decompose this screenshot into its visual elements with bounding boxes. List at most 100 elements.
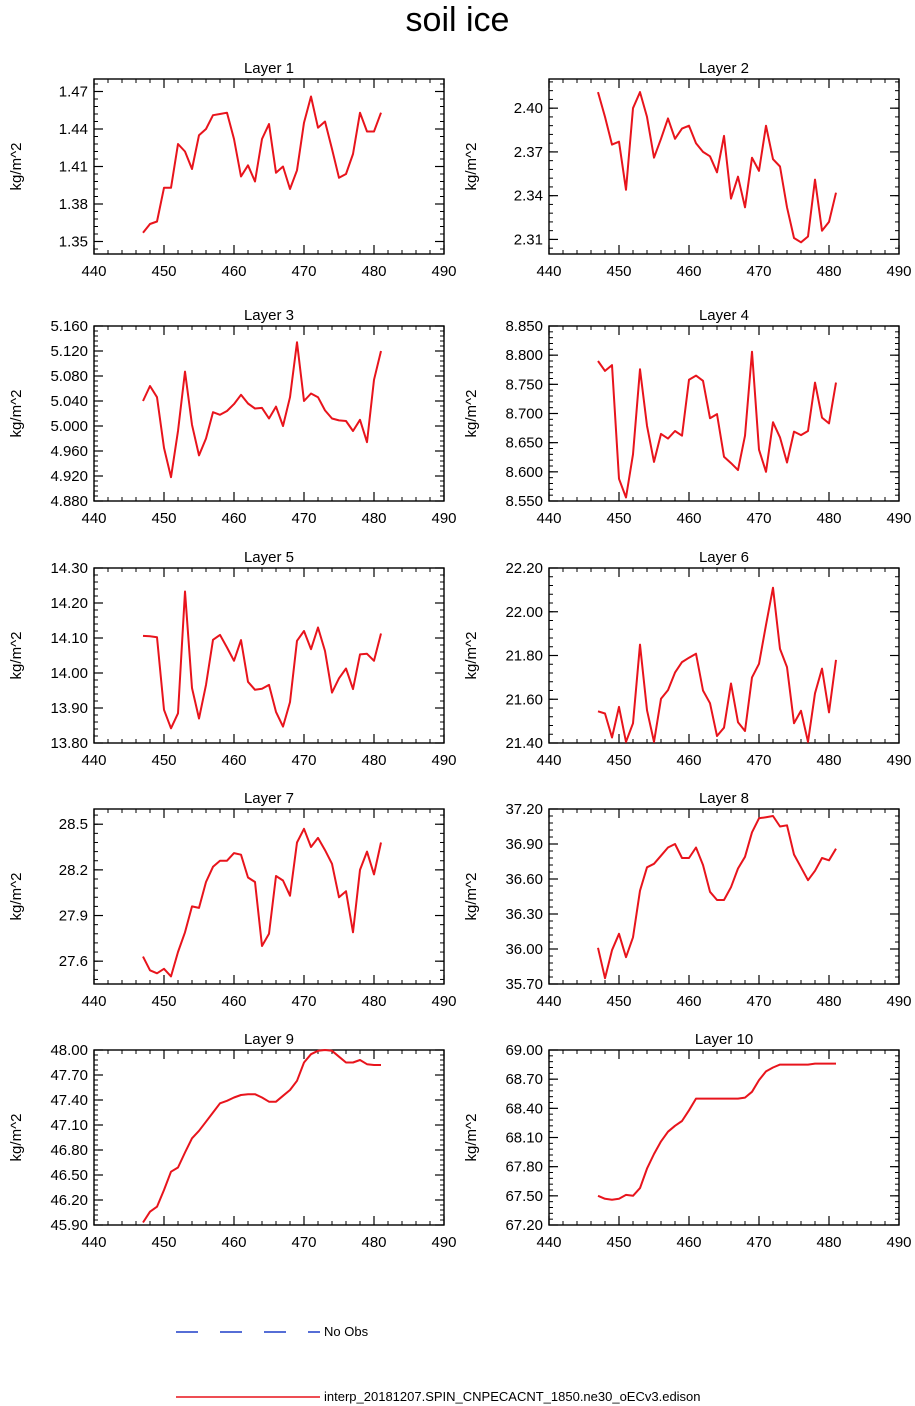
y-tick-label: 46.50 (50, 1167, 88, 1184)
x-tick-label: 470 (746, 993, 771, 1010)
legend-label-no-obs: No Obs (324, 1324, 369, 1339)
x-tick-label: 460 (676, 993, 701, 1010)
x-tick-label: 470 (291, 993, 316, 1010)
y-tick-label: 21.40 (505, 735, 543, 752)
x-tick-label: 450 (606, 263, 631, 280)
x-tick-label: 440 (81, 993, 106, 1010)
plot-frame (93, 567, 445, 744)
y-tick-label: 48.00 (50, 1042, 88, 1059)
y-tick-label: 27.9 (59, 908, 88, 925)
x-tick-label: 480 (816, 263, 841, 280)
x-tick-label: 480 (816, 993, 841, 1010)
panel-layer-4: 440 450 460 470 480 490 8.550 8.600 8.650 8.700 8.… (463, 307, 912, 527)
series-line (597, 350, 837, 499)
x-tick-label: 480 (361, 510, 386, 527)
panel-layer-1: 440 450 460 470 480 490 1.35 1.38 1.41 1.44 1.47 La… (8, 60, 457, 280)
x-tick-label: 450 (606, 510, 631, 527)
x-tick-label: 460 (676, 263, 701, 280)
x-tick-label: 490 (431, 752, 456, 769)
y-axis-label: kg/m^2 (8, 390, 25, 438)
x-tick-label: 470 (291, 510, 316, 527)
plot-frame (548, 78, 900, 255)
x-tick-label: 490 (886, 752, 911, 769)
panel-title: Layer 6 (699, 549, 749, 566)
y-tick-label: 22.00 (505, 604, 543, 621)
y-tick-label: 8.800 (505, 347, 543, 364)
x-tick-label: 470 (746, 1234, 771, 1251)
y-tick-label: 4.920 (50, 468, 88, 485)
x-tick-label: 470 (291, 752, 316, 769)
y-tick-label: 28.2 (59, 862, 88, 879)
x-tick-label: 470 (746, 510, 771, 527)
x-tick-label: 480 (361, 993, 386, 1010)
x-tick-label: 490 (886, 510, 911, 527)
panel-title: Layer 1 (244, 60, 294, 77)
x-tick-label: 490 (886, 1234, 911, 1251)
x-tick-label: 440 (536, 263, 561, 280)
y-tick-label: 47.10 (50, 1117, 88, 1134)
y-tick-label: 46.80 (50, 1142, 88, 1159)
x-tick-label: 470 (746, 752, 771, 769)
y-axis-label: kg/m^2 (463, 1114, 480, 1162)
x-tick-label: 480 (361, 1234, 386, 1251)
x-tick-label: 490 (431, 1234, 456, 1251)
y-tick-label: 21.80 (505, 648, 543, 665)
series-line (142, 590, 382, 730)
y-tick-label: 1.38 (59, 196, 88, 213)
y-tick-label: 22.20 (505, 560, 543, 577)
y-tick-label: 14.10 (50, 630, 88, 647)
y-tick-label: 13.90 (50, 700, 88, 717)
panel-title: Layer 7 (244, 790, 294, 807)
plot-frame (548, 325, 900, 502)
x-tick-label: 460 (221, 752, 246, 769)
y-tick-label: 2.34 (514, 188, 543, 205)
y-tick-label: 36.30 (505, 906, 543, 923)
x-tick-label: 460 (676, 1234, 701, 1251)
x-tick-label: 470 (291, 263, 316, 280)
y-tick-label: 67.80 (505, 1159, 543, 1176)
x-tick-label: 450 (151, 752, 176, 769)
y-tick-label: 67.20 (505, 1217, 543, 1234)
y-tick-label: 69.00 (505, 1042, 543, 1059)
panel-layer-6: 440 450 460 470 480 490 21.40 21.60 21.80 22.00 22… (463, 549, 912, 769)
plot-frame (548, 1049, 900, 1226)
y-tick-label: 47.70 (50, 1067, 88, 1084)
x-tick-label: 440 (81, 752, 106, 769)
x-tick-label: 490 (431, 993, 456, 1010)
x-tick-label: 460 (676, 752, 701, 769)
y-tick-label: 8.750 (505, 376, 543, 393)
y-tick-label: 68.70 (505, 1071, 543, 1088)
x-tick-label: 450 (151, 1234, 176, 1251)
y-tick-label: 5.040 (50, 393, 88, 410)
x-tick-label: 460 (221, 510, 246, 527)
y-tick-label: 1.35 (59, 234, 88, 251)
y-tick-label: 5.000 (50, 418, 88, 435)
x-tick-label: 440 (536, 752, 561, 769)
y-tick-label: 4.880 (50, 493, 88, 510)
panel-title: Layer 9 (244, 1031, 294, 1048)
x-tick-label: 490 (886, 263, 911, 280)
x-tick-label: 490 (431, 263, 456, 280)
plot-frame (548, 567, 900, 744)
series-line (142, 1049, 381, 1224)
y-tick-label: 28.5 (59, 816, 88, 833)
x-tick-label: 440 (81, 1234, 106, 1251)
x-tick-label: 440 (536, 510, 561, 527)
x-tick-label: 460 (221, 1234, 246, 1251)
panel-title: Layer 3 (244, 307, 294, 324)
y-tick-label: 8.650 (505, 435, 543, 452)
y-tick-label: 36.90 (505, 836, 543, 853)
panel-layer-10: 440 450 460 470 480 490 67.20 67.50 67.80 68.10 68… (463, 1031, 912, 1251)
y-tick-label: 14.00 (50, 665, 88, 682)
x-tick-label: 460 (676, 510, 701, 527)
x-tick-label: 470 (291, 1234, 316, 1251)
x-tick-label: 480 (816, 752, 841, 769)
panel-layer-5: 440 450 460 470 480 490 13.80 13.90 14.00 14.10 14… (8, 549, 457, 769)
y-tick-label: 5.160 (50, 318, 88, 335)
x-tick-label: 440 (81, 263, 106, 280)
y-tick-label: 8.850 (505, 318, 543, 335)
x-tick-label: 480 (361, 263, 386, 280)
y-tick-label: 13.80 (50, 735, 88, 752)
y-axis-label: kg/m^2 (463, 390, 480, 438)
